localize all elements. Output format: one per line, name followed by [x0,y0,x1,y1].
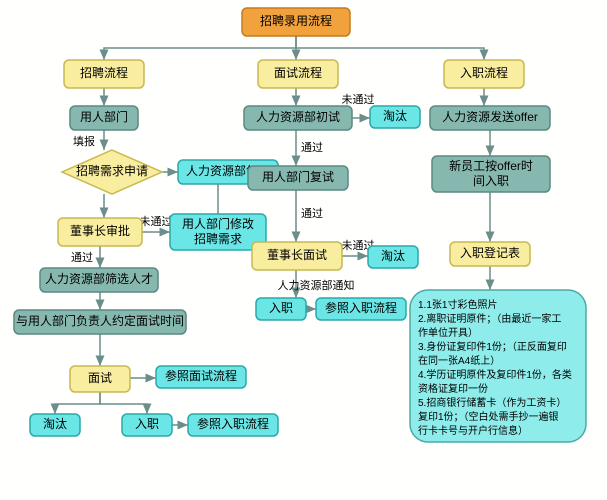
edge-label: 未通过 [342,93,375,106]
note-line: 3.身份证复印件1份；（正反面复印 [418,340,567,353]
node-dept_re: 用人部门复试 [248,166,348,190]
node-label: 入职登记表 [460,245,520,260]
node-label: 淘汰 [43,417,67,431]
note-line: 资格证复印一份 [418,382,488,395]
flow-edge [55,392,100,414]
node-chair_int: 董事长面试 [252,242,342,270]
node-onboard: 入职流程 [444,60,524,88]
node-label: 淘汰 [381,249,405,263]
node-label: 用人部门 [80,109,128,124]
node-sched: 与用人部门负责人约定面试时间 [14,310,186,334]
edge-label: 填报 [73,134,95,148]
node-hr_first: 人力资源部初试 [244,106,352,130]
node-label: 入职 [269,301,293,315]
node-label: 用人部门复试 [262,169,334,184]
node-root: 招聘录用流程 [242,8,350,36]
node-reg: 入职登记表 [450,242,530,266]
node-see_on2: 参照入职流程 [188,414,278,436]
node-recruit: 招聘流程 [64,60,144,88]
node-label: 人力资源发送offer [442,109,538,124]
node-elim2: 淘汰 [368,246,418,268]
node-label: 招聘需求申请 [76,164,148,178]
edge-label: 通过 [301,141,323,154]
node-join2: 入职 [122,414,172,436]
node-join1: 入职 [256,298,306,320]
node-label: 人力资源部筛选人才 [45,271,153,286]
node-label: 与用人部门负责人约定面试时间 [16,313,184,328]
node-label: 参照入职流程 [197,416,269,431]
flow-edge [296,36,484,60]
note-line: 1.1张1寸彩色照片 [418,298,497,311]
node-label: 招聘流程 [80,65,128,80]
edge-label: 人力资源部通知 [278,278,355,292]
node-screen: 人力资源部筛选人才 [40,268,158,292]
node-label: 面试流程 [274,65,322,80]
node-label: 面试 [88,370,112,385]
node-req: 招聘需求申请 [62,150,162,194]
node-elim1: 淘汰 [370,106,420,128]
node-approve: 董事长审批 [58,218,142,246]
note-line: 在同一张A4纸上） [418,354,500,367]
node-newemp: 新员工按offer时间入职 [432,156,550,192]
edge-label: 未通过 [140,215,173,228]
node-label: 参照面试流程 [165,368,237,383]
node-label: 入职 [135,417,159,431]
flow-edge [104,36,296,60]
node-label: 招聘录用流程 [260,13,332,28]
node-modify: 用人部门修改招聘需求 [170,214,266,250]
node-see_int: 参照面试流程 [156,366,246,388]
note-line: 复印1份；（空白处需手抄一遍银 [418,410,559,423]
note-line: 5.招商银行储蓄卡（作为工资卡） [418,396,566,409]
node-label: 新员工按offer时 [449,158,533,173]
edge-label: 通过 [301,207,323,220]
node-label: 参照入职流程 [325,300,397,315]
note-line: 作单位开具） [418,326,478,339]
note-line: 行卡卡号与开户行信息） [418,424,528,437]
node-see_on1: 参照入职流程 [316,298,406,320]
node-hr_offer: 人力资源发送offer [430,106,550,130]
node-dept: 用人部门 [70,106,138,130]
node-label: 董事长审批 [70,223,130,238]
edge-label: 通过 [71,251,93,264]
node-interview: 面试流程 [258,60,338,88]
node-label: 淘汰 [383,109,407,123]
node-intv: 面试 [70,366,130,392]
note-line: 4.学历证明原件及复印件1份，各类 [418,368,572,381]
note-line: 2.离职证明原件；（由最近一家工 [418,312,561,325]
node-label: 间入职 [473,174,509,188]
node-label: 招聘需求 [194,232,242,246]
node-label: 人力资源部初试 [256,109,340,124]
node-label: 用人部门修改 [182,216,254,231]
node-elim3: 淘汰 [30,414,80,436]
node-label: 入职流程 [460,65,508,80]
flow-edge [100,392,147,414]
node-label: 董事长面试 [267,247,327,262]
